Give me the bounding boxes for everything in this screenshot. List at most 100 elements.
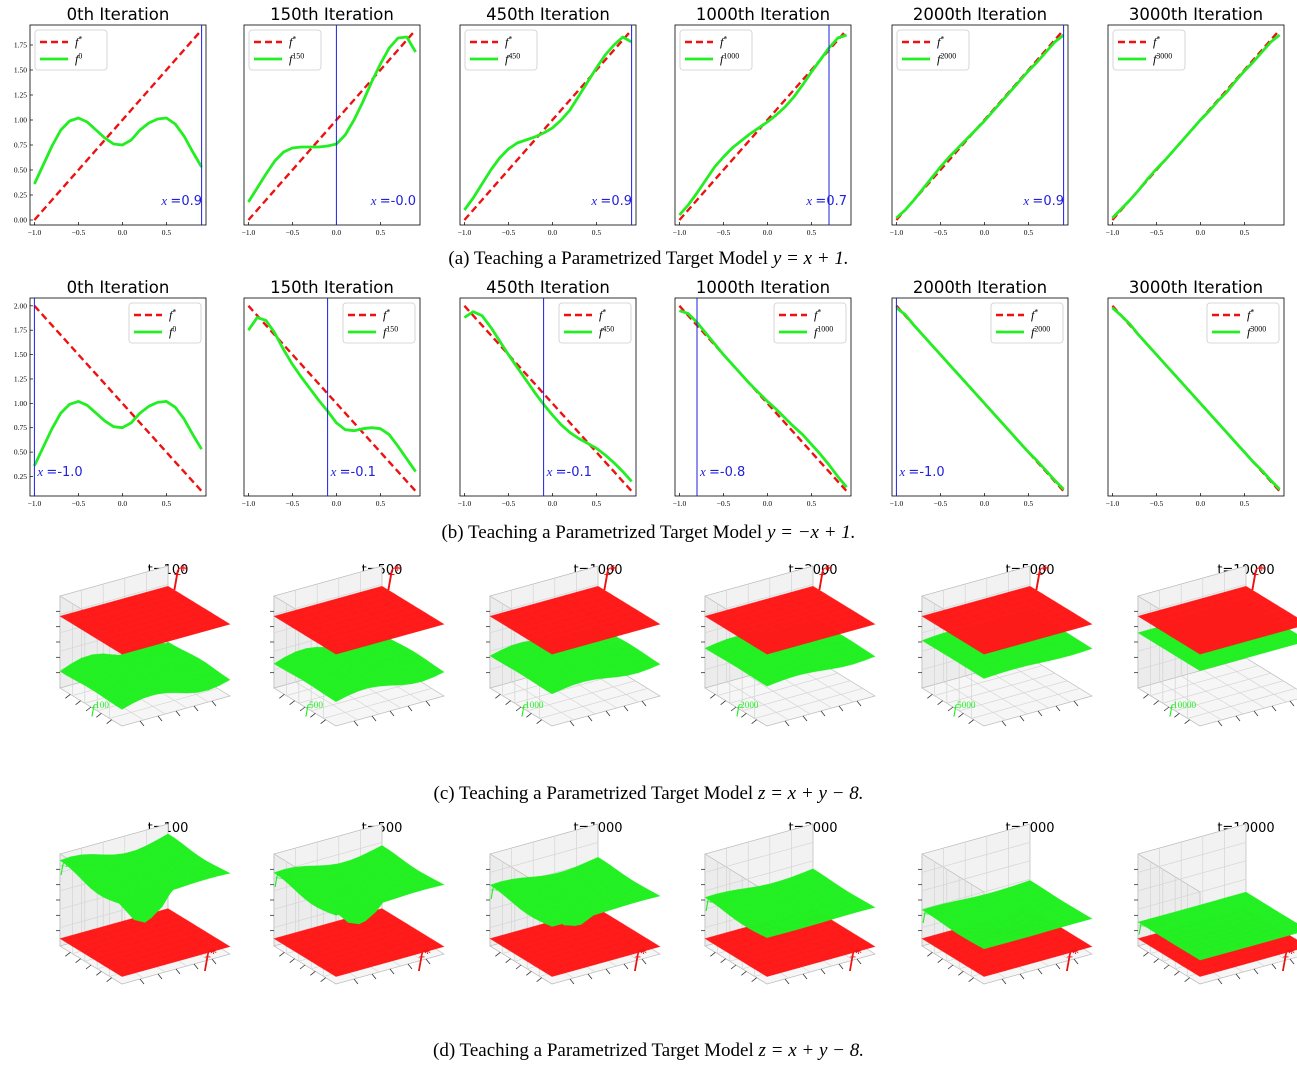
axis-tick [623, 705, 629, 712]
axis-tick [505, 958, 511, 963]
student-surface-label: f5000 [953, 700, 976, 717]
grid-line [986, 669, 1049, 709]
panel-title: 2000th Iteration [913, 5, 1047, 24]
student-series-line [33, 399, 203, 467]
line-panel-a-4: 2000th Iteration −1.0 −0.5 0.0 0.5 x =0.9 f* f2… [890, 5, 1069, 237]
grid-line [489, 584, 599, 615]
target-surface-label: f* [1035, 563, 1050, 591]
surface-facet [212, 620, 231, 628]
y-tick-label: 1.25 [14, 91, 27, 100]
axis-tick [1253, 710, 1259, 717]
axis-tick [569, 720, 575, 727]
axis-tick [495, 952, 501, 957]
surface-facet [212, 675, 231, 686]
line-panel-b-0: 0th Iteration −1.0 −0.5 0.0 0.5 0.25 0.50 0.75 1… [14, 278, 207, 508]
legend-box [464, 29, 538, 71]
axis-tick [569, 978, 575, 985]
x-tick-label: 0.5 [1240, 228, 1250, 237]
student-series-line [678, 309, 848, 489]
grid-line [511, 681, 574, 721]
grid-line [311, 680, 420, 712]
axis-tick [947, 706, 954, 712]
x-tick-label: −0.5 [1150, 499, 1164, 508]
axis-tick [1235, 973, 1241, 980]
axis-tick [175, 968, 181, 975]
axis-tick [353, 978, 359, 985]
line-panel-a-5: 3000th Iteration −1.0 −0.5 0.0 0.5 f* f3000 [1106, 5, 1285, 237]
axis-tick [1153, 958, 1159, 963]
axis-tick [802, 715, 808, 722]
legend: f* f450 [558, 302, 632, 344]
axis-tick [515, 706, 522, 712]
caption-a-prefix: (a) Teaching a Parametrized Target Model [448, 248, 773, 269]
legend-box [896, 29, 970, 71]
grid-line [946, 672, 1055, 704]
y-tick-label: 0.25 [14, 191, 27, 200]
grid-line [1008, 663, 1071, 703]
x-tick-label: −0.5 [934, 499, 948, 508]
target-surface-label: f* [603, 563, 618, 591]
line-panel-b-3: 1000th Iteration−1.0 −0.5 0.0 0.5x =-0.8f*f… [673, 278, 852, 508]
grid-line [934, 665, 1043, 696]
target-surface-label: f* [1066, 946, 1079, 971]
legend: f* f2000 [990, 302, 1064, 344]
panel-title: 150th Iteration [270, 278, 394, 297]
axis-tick [371, 973, 377, 980]
axis-tick [425, 700, 431, 707]
axis-tick [106, 977, 112, 982]
legend: f* f450 [464, 29, 538, 71]
caption-d-prefix: (d) Teaching a Parametrized Target Model [433, 1040, 759, 1061]
surface-facet [1279, 945, 1297, 953]
grid-line [943, 681, 1006, 721]
x-tick-label: 0.5 [592, 228, 602, 237]
grid-line [971, 688, 1080, 719]
panel-title: 3000th Iteration [1129, 278, 1263, 297]
x-tick-label: −0.5 [502, 228, 516, 237]
axis-tick [937, 958, 943, 963]
target-surface [921, 585, 1093, 655]
x-tick-label: −0.5 [72, 499, 86, 508]
axis-tick [65, 694, 71, 699]
surface-facet [1279, 928, 1297, 937]
axis-tick [838, 963, 844, 970]
y-tick-label: 1.75 [14, 326, 27, 335]
grid-line [527, 680, 636, 712]
grid-line [729, 672, 838, 704]
panel-title: 450th Iteration [486, 5, 610, 24]
teaching-marker-label: x =-1.0 [36, 464, 82, 480]
teaching-marker-label: x =0.9 [160, 193, 202, 209]
x-tick-label: −1.0 [458, 499, 472, 508]
surface-facet [1074, 644, 1093, 653]
student-surface [273, 633, 445, 703]
surface-facet [857, 652, 876, 661]
target-surface [704, 585, 876, 655]
axis-tick [211, 958, 217, 965]
caption-c-math: z = x + y − 8. [757, 783, 864, 804]
grid-line [273, 584, 383, 615]
axis-tick [710, 694, 716, 699]
panel-title: 150th Iteration [270, 5, 394, 24]
student-surface-label: f10000 [1138, 918, 1165, 935]
caption-a-math: y = x + 1. [772, 248, 849, 269]
axis-tick [85, 706, 92, 712]
target-surface-label: f* [849, 946, 862, 971]
line-panel-b-1: 150th Iteration −1.0 −0.5 0.0 0.5 x =-0.1 f* f1… [242, 278, 421, 508]
x-tick-label: −1.0 [890, 499, 904, 508]
axis-tick [193, 963, 199, 970]
axis-tick [958, 971, 964, 976]
caption-b: (b) Teaching a Parametrized Target Model… [0, 522, 1297, 544]
line-panel-a-0: 0th Iteration −1.0 −0.5 0.0 0.5 0.00 0.25 0.50 0… [14, 5, 207, 237]
x-tick-label: 0.5 [592, 499, 602, 508]
grid-line [921, 584, 1031, 615]
legend-student-label: f1000 [814, 324, 833, 339]
student-surface-label: f1000 [490, 883, 513, 900]
axis-tick [75, 700, 81, 705]
axis-tick [1174, 971, 1180, 976]
target-surface [59, 585, 231, 655]
x-tick-label: −1.0 [28, 228, 42, 237]
target-series-line [247, 304, 417, 492]
